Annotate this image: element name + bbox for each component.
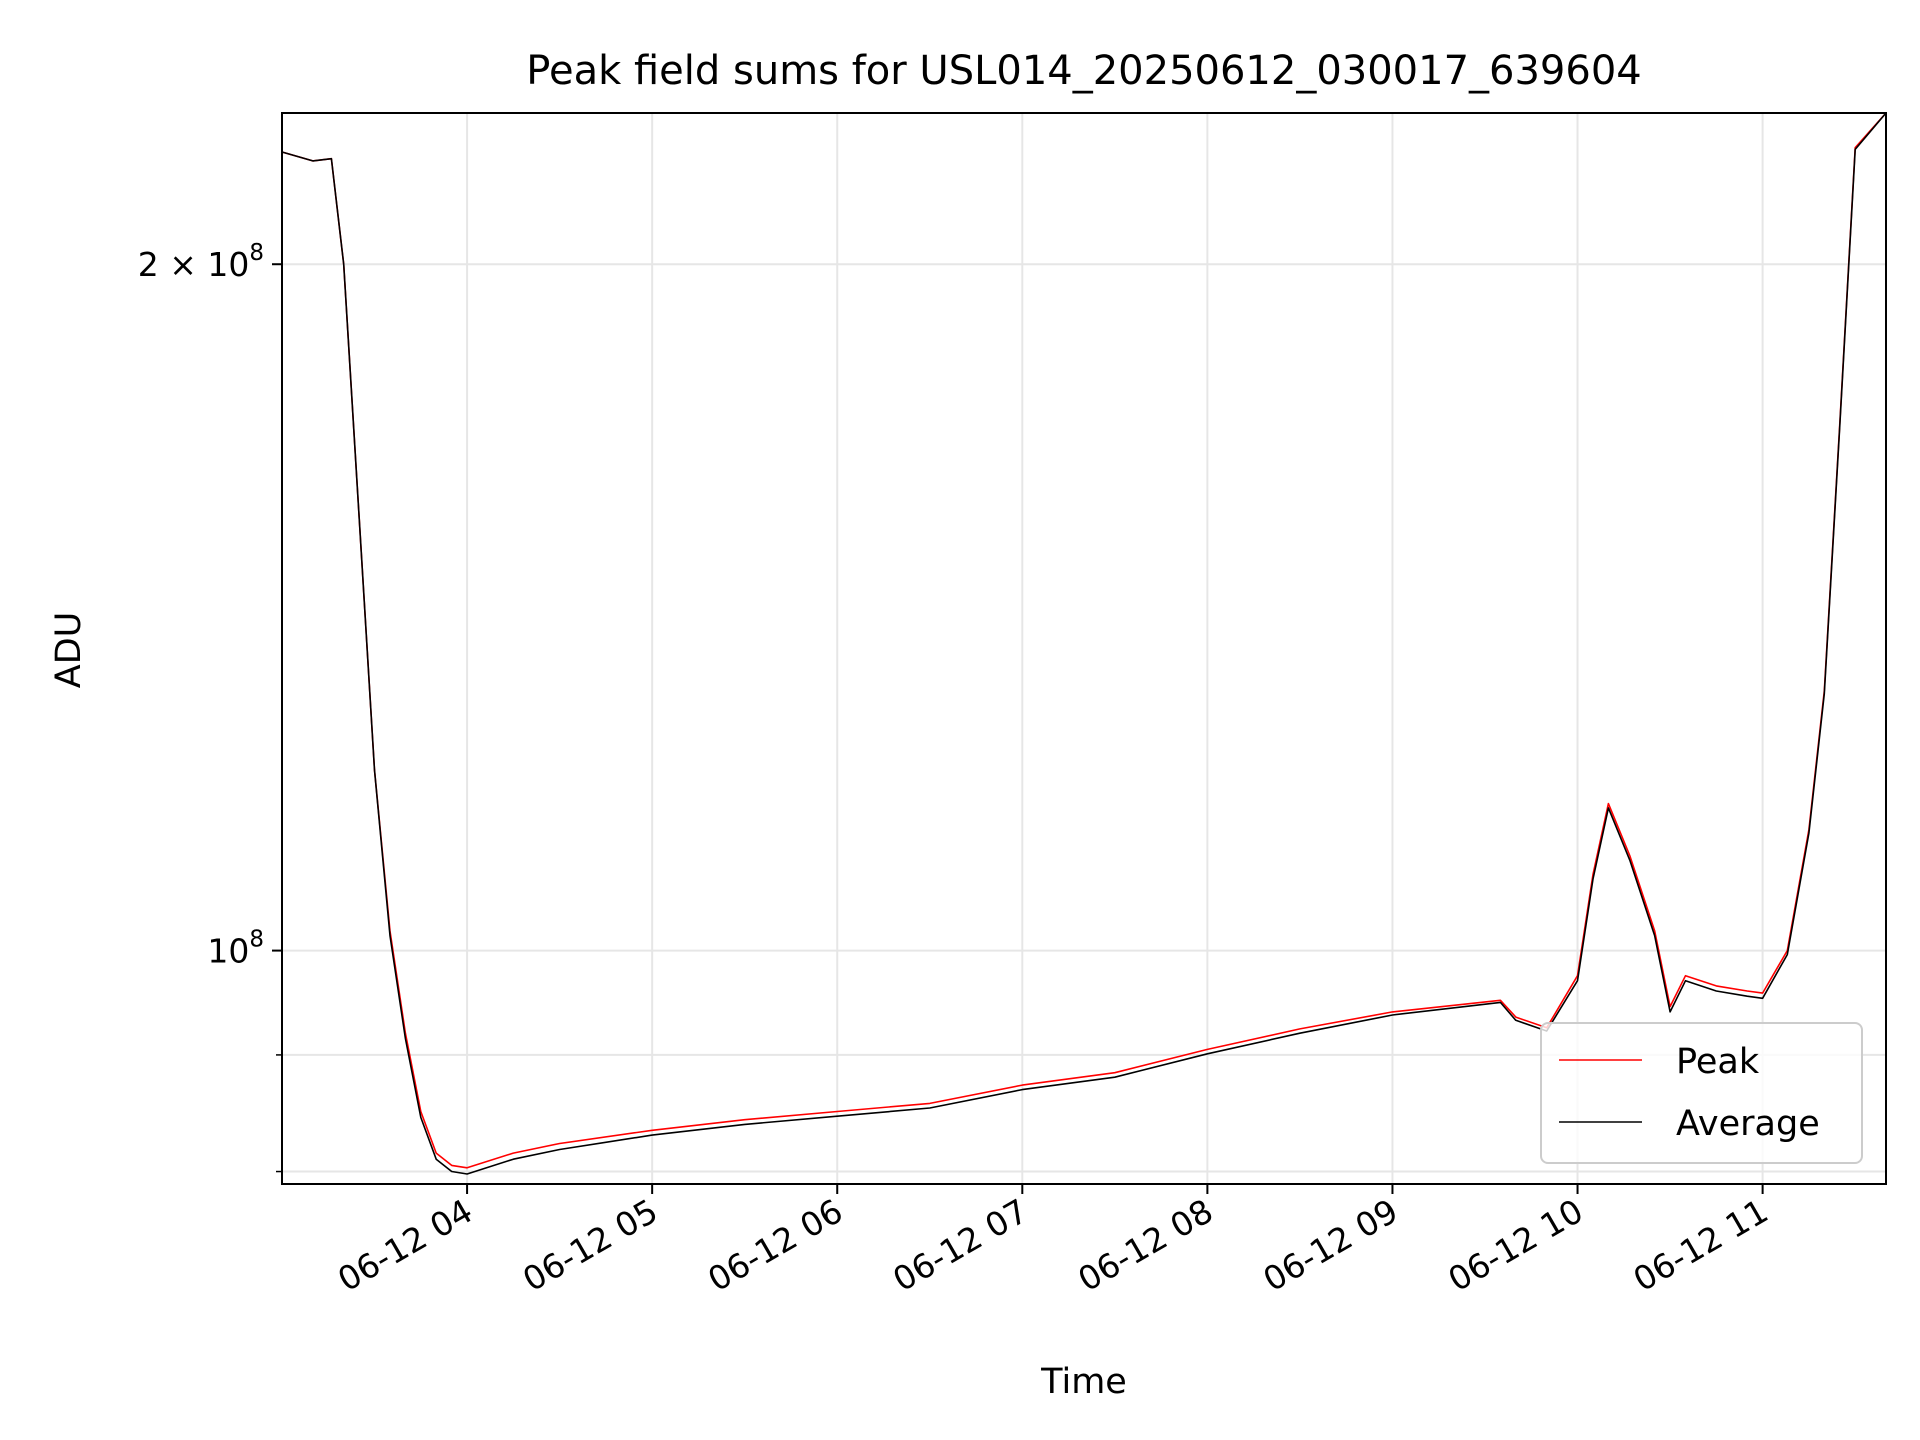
plot-area — [282, 113, 1886, 1184]
y-tick-label: 108 — [207, 927, 264, 971]
series-layer — [281, 112, 1887, 1175]
y-tick-base: 10 — [207, 245, 249, 284]
series-line-average — [281, 112, 1887, 1175]
y-tick-base: 10 — [207, 932, 249, 971]
y-axis-label: ADU — [49, 612, 89, 689]
x-axis-label: Time — [1040, 1362, 1127, 1402]
plot-frame — [281, 112, 1887, 1185]
y-tick-label: 2 × 108 — [138, 240, 264, 284]
y-tick-exponent: 8 — [249, 240, 264, 266]
legend: Peak Average — [1540, 1022, 1863, 1164]
y-tick-times: × — [159, 245, 208, 284]
chart-title: Peak field sums for USL014_20250612_0300… — [526, 48, 1641, 94]
legend-peak-label: Peak — [1676, 1042, 1760, 1082]
y-tick-exponent: 8 — [249, 927, 264, 953]
legend-average-label: Average — [1676, 1104, 1820, 1144]
grid — [282, 113, 1886, 1184]
y-tick-mantissa: 2 — [138, 245, 159, 284]
legend-box — [1540, 1022, 1863, 1164]
